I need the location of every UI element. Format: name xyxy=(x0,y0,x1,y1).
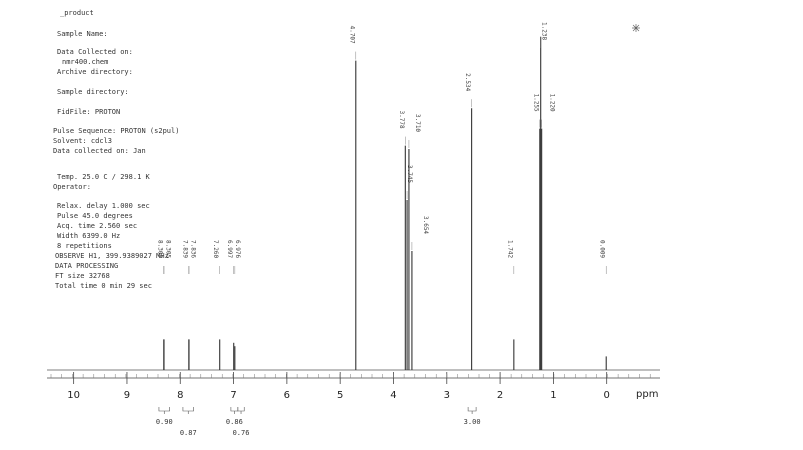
x-tick-label: 10 xyxy=(67,390,80,401)
integral-label: 0.86 xyxy=(226,418,243,426)
header-line: Solvent: cdcl3 xyxy=(53,137,112,145)
peak-label: 6.976 xyxy=(234,240,241,258)
integral-label: 0.90 xyxy=(156,418,173,426)
header-line: Sample Name: xyxy=(57,30,108,38)
header-line: Archive directory: xyxy=(57,68,133,76)
header-line: FidFile: PROTON xyxy=(57,108,120,116)
peak-label: 3.710 xyxy=(414,114,421,132)
integral-bracket xyxy=(182,407,194,414)
header-line: Acq. time 2.560 sec xyxy=(57,222,137,230)
integral-label: 3.00 xyxy=(464,418,481,426)
header-line: Operator: xyxy=(53,183,91,191)
header-line: Width 6399.0 Hz xyxy=(57,232,120,240)
peak-label: 7.836 xyxy=(189,240,196,258)
peak-label: 1.238 xyxy=(540,22,547,40)
peak-label: 0.009 xyxy=(599,240,606,258)
header-line: Temp. 25.0 C / 298.1 K xyxy=(57,173,151,181)
header-line: _product xyxy=(60,9,94,17)
x-tick-label: 7 xyxy=(230,390,236,401)
header-line: nmr400.chem xyxy=(62,58,108,66)
integral-bracket xyxy=(158,407,170,414)
x-tick-label: 5 xyxy=(337,390,343,401)
peak-label: 4.707 xyxy=(348,26,355,44)
x-tick-label: 4 xyxy=(390,390,396,401)
header-line: 8 repetitions xyxy=(57,242,112,250)
peak-label: 6.997 xyxy=(226,240,233,258)
header-line: DATA PROCESSING xyxy=(55,262,118,270)
peak-label: 7.839 xyxy=(181,240,188,258)
x-tick-label: 6 xyxy=(284,390,290,401)
integral-label: 0.76 xyxy=(233,429,250,437)
x-tick-label: 0 xyxy=(604,390,610,401)
x-tick-label: 3 xyxy=(444,390,450,401)
peak-label: 1.220 xyxy=(548,94,555,112)
header-line: Sample directory: xyxy=(57,88,129,96)
header-line: Data collected on: Jan xyxy=(53,147,146,155)
integral-bracket xyxy=(237,407,245,414)
peak-label: 3.778 xyxy=(398,111,405,129)
header-line: Relax. delay 1.000 sec xyxy=(57,202,150,210)
peak-label: 8.309 xyxy=(156,240,163,258)
peak-label: 2.534 xyxy=(464,73,471,91)
x-tick-label: 8 xyxy=(177,390,183,401)
integral-label: 0.87 xyxy=(180,429,197,437)
peak-label: 1.255 xyxy=(532,94,539,112)
peak-label: 3.654 xyxy=(422,216,429,234)
logo-icon xyxy=(632,24,640,32)
header-line: FT size 32768 xyxy=(55,272,110,280)
x-axis-label: ppm xyxy=(636,389,658,400)
peak-label: 1.742 xyxy=(506,240,513,258)
peak-label: 7.260 xyxy=(212,240,219,258)
header-line: Pulse 45.0 degrees xyxy=(57,212,133,220)
header-line: OBSERVE H1, 399.9389027 MHz xyxy=(55,252,169,260)
x-tick-label: 1 xyxy=(550,390,556,401)
x-tick-label: 9 xyxy=(124,390,130,401)
header-line: Total time 0 min 29 sec xyxy=(55,282,152,290)
integral-bracket xyxy=(467,407,477,414)
header-line: Pulse Sequence: PROTON (s2pul) xyxy=(53,127,179,135)
header-line: Data Collected on: xyxy=(57,48,133,56)
peak-label: 8.305 xyxy=(164,240,171,258)
x-tick-label: 2 xyxy=(497,390,503,401)
